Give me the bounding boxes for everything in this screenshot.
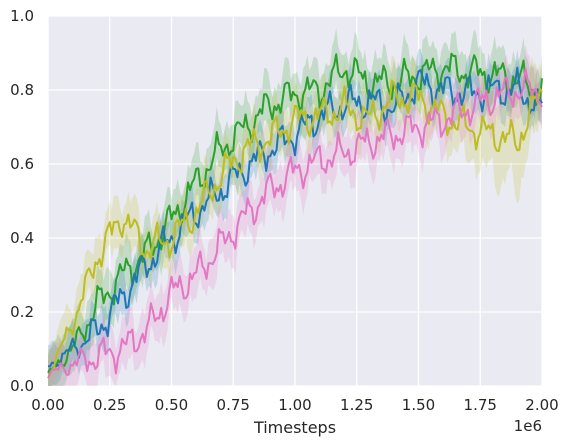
- series-line: [47, 52, 543, 374]
- x-tick-label: 0.00: [31, 396, 64, 414]
- y-axis-ticks: 0.0 0.2 0.4 0.6 0.8 1.0: [10, 7, 34, 395]
- x-tick-label: 1.25: [340, 396, 373, 414]
- grid-lines: [47, 15, 543, 387]
- y-tick-label: 0.2: [10, 303, 34, 321]
- x-tick-label: 0.25: [93, 396, 126, 414]
- x-axis-offset-label: 1e6: [514, 417, 542, 435]
- y-tick-label: 0.8: [10, 81, 34, 99]
- x-tick-label: 0.75: [217, 396, 250, 414]
- series-line: [47, 67, 543, 379]
- x-tick-label: 0.50: [155, 396, 188, 414]
- x-axis-label: Timesteps: [253, 418, 336, 437]
- series-line: [47, 66, 543, 368]
- y-tick-label: 0.0: [10, 377, 34, 395]
- x-tick-label: 2.00: [525, 396, 558, 414]
- x-tick-label: 1.50: [402, 396, 435, 414]
- series-lines: [47, 52, 543, 379]
- x-tick-label: 1.00: [278, 396, 311, 414]
- series-line: [47, 79, 543, 376]
- y-tick-label: 0.4: [10, 229, 34, 247]
- series-band: [48, 27, 542, 386]
- y-tick-label: 0.6: [10, 155, 34, 173]
- y-tick-label: 1.0: [10, 7, 34, 25]
- series-band: [48, 55, 542, 387]
- x-axis-ticks: 0.00 0.25 0.50 0.75 1.00 1.25 1.50 1.75 2.00: [31, 396, 558, 414]
- series-band: [48, 48, 542, 386]
- x-tick-label: 1.75: [464, 396, 497, 414]
